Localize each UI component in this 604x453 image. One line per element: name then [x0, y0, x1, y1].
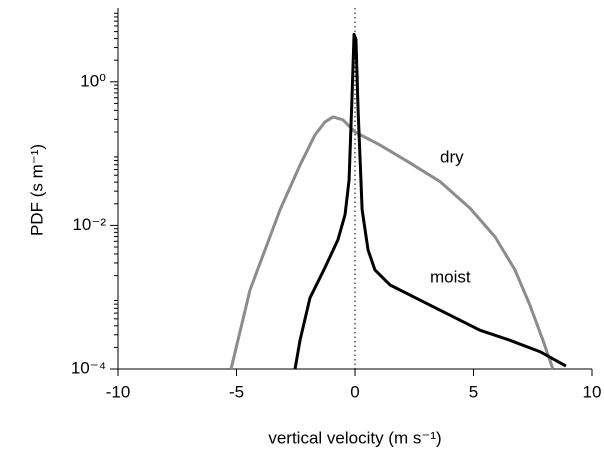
x-tick-label: 5 — [469, 382, 478, 401]
x-tick-label: 0 — [350, 382, 359, 401]
x-tick-label: -10 — [106, 382, 131, 401]
series-label: dry — [440, 147, 464, 166]
x-axis-label: vertical velocity (m s⁻¹) — [268, 428, 441, 447]
series-label: moist — [430, 267, 471, 286]
y-tick-label: 10⁻² — [72, 215, 106, 234]
series-line — [229, 115, 555, 370]
y-tick-label: 10⁻⁴ — [71, 358, 106, 377]
x-tick-label: 10 — [583, 382, 602, 401]
y-tick-label: 10⁰ — [80, 71, 106, 90]
x-tick-label: -5 — [229, 382, 244, 401]
series-line — [293, 32, 567, 370]
y-axis-label: PDF (s m⁻¹) — [27, 144, 46, 236]
